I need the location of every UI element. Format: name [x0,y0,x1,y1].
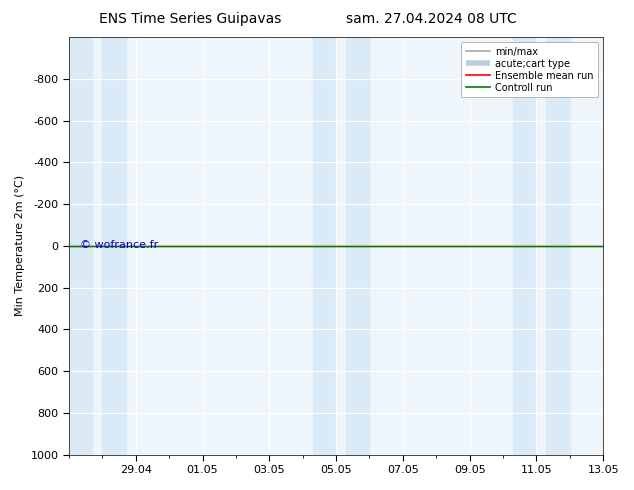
Text: © wofrance.fr: © wofrance.fr [80,240,158,249]
Text: ENS Time Series Guipavas: ENS Time Series Guipavas [99,12,281,26]
Bar [313,37,336,455]
Bar [547,37,570,455]
Bar [102,37,126,455]
Bar [346,37,370,455]
Bar [513,37,536,455]
Bar [69,37,93,455]
Legend: min/max, acute;cart type, Ensemble mean run, Controll run: min/max, acute;cart type, Ensemble mean … [461,42,598,98]
Text: sam. 27.04.2024 08 UTC: sam. 27.04.2024 08 UTC [346,12,517,26]
Y-axis label: Min Temperature 2m (°C): Min Temperature 2m (°C) [15,175,25,317]
